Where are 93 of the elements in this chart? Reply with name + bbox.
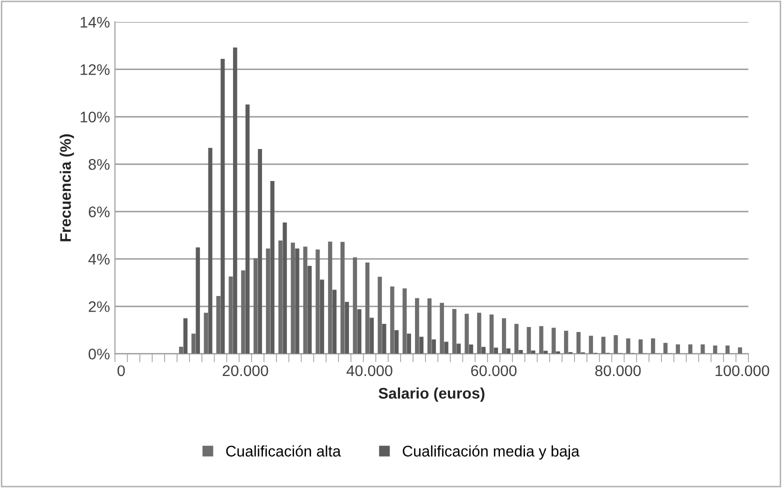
bar	[183, 318, 188, 354]
y-tick-label: 6%	[88, 206, 110, 218]
y-tick-label: 2%	[88, 301, 110, 312]
bar	[481, 346, 486, 354]
bar	[564, 330, 568, 354]
bar	[406, 334, 412, 354]
x-tick-label: 20.000	[222, 365, 268, 376]
bar	[626, 338, 630, 354]
bar	[700, 344, 705, 354]
bar	[340, 242, 345, 354]
bar	[427, 298, 432, 354]
bar	[266, 248, 270, 354]
bar	[601, 336, 606, 354]
bar	[241, 270, 246, 354]
bar	[539, 326, 544, 354]
bar	[344, 302, 349, 354]
y-tick-label: 0%	[88, 348, 110, 360]
bar	[469, 344, 474, 354]
bar	[518, 350, 523, 354]
bar	[216, 296, 220, 354]
y-tick-label: 14%	[80, 16, 110, 28]
bar	[245, 104, 250, 354]
bar	[502, 318, 506, 354]
bar	[531, 350, 536, 354]
bar	[419, 336, 424, 354]
bar	[415, 298, 420, 354]
legend-label: Cualificación alta	[226, 445, 341, 457]
bar	[191, 334, 196, 354]
bar	[576, 332, 581, 354]
bar	[204, 312, 208, 354]
bar	[676, 344, 680, 354]
bar	[432, 339, 436, 354]
legend-label: Cualificación media y baja	[402, 445, 580, 460]
bar	[303, 246, 308, 354]
bar	[464, 314, 469, 354]
bar	[440, 302, 444, 354]
bar	[726, 346, 730, 354]
bar	[233, 48, 238, 354]
bar	[444, 342, 448, 354]
bar	[456, 344, 461, 354]
x-tick-label: 80.000	[595, 365, 641, 376]
bar	[270, 181, 274, 354]
bar	[290, 242, 295, 354]
bar	[382, 324, 386, 354]
bar	[320, 280, 324, 354]
x-tick-label: 40.000	[346, 365, 392, 376]
bar	[394, 330, 399, 354]
bar	[179, 346, 184, 354]
bar	[738, 347, 742, 354]
bar	[254, 258, 258, 354]
x-tick-label: 0	[118, 365, 125, 376]
bar	[370, 318, 374, 354]
bar	[365, 262, 370, 354]
bar	[477, 312, 482, 354]
bar	[544, 350, 548, 354]
bar	[220, 58, 225, 354]
y-tick-label: 8%	[88, 159, 110, 170]
bar	[295, 248, 300, 354]
bar	[713, 346, 718, 354]
bar	[650, 338, 656, 354]
y-tick-label: 10%	[80, 112, 110, 122]
bar	[352, 257, 358, 354]
bar	[490, 314, 494, 354]
y-tick-label: 4%	[88, 254, 110, 265]
bar	[614, 335, 618, 354]
bar	[378, 276, 382, 354]
bar	[258, 149, 262, 354]
bar	[452, 309, 456, 354]
bar	[282, 222, 287, 354]
bar	[494, 348, 498, 354]
x-axis-title: Salario (euros)	[378, 387, 484, 402]
x-tick-label: 60.000	[471, 365, 517, 376]
bar	[208, 148, 212, 354]
bar	[316, 250, 320, 354]
bar	[308, 266, 312, 354]
bar	[196, 247, 200, 354]
bar	[526, 327, 531, 354]
bar	[228, 276, 233, 354]
bar	[402, 288, 407, 354]
bar	[332, 290, 337, 354]
bar	[638, 339, 643, 354]
bar	[663, 342, 668, 354]
y-tick-label: 12%	[80, 64, 110, 75]
bar	[588, 336, 594, 354]
bar	[278, 240, 283, 354]
bar	[390, 286, 394, 354]
bar	[514, 324, 518, 354]
x-tick-label: 100.000	[716, 365, 770, 376]
bar	[552, 328, 556, 354]
y-axis-title: Frecuencia (%)	[60, 134, 74, 242]
bar	[688, 344, 692, 354]
bar	[328, 242, 332, 354]
bar	[357, 309, 362, 354]
